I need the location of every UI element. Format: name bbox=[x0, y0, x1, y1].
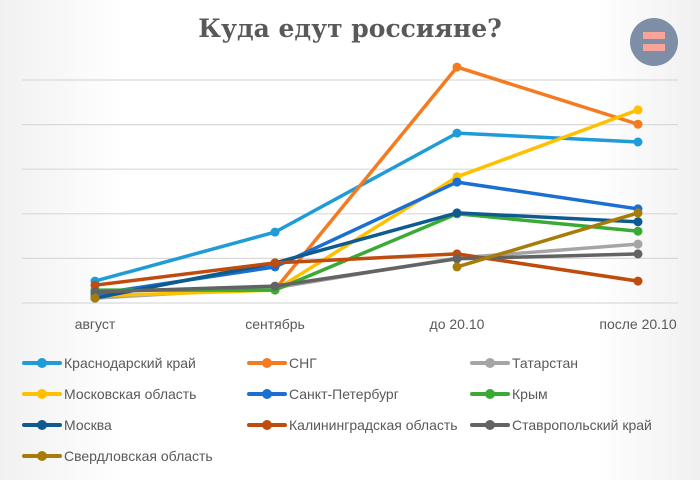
data-point-marker bbox=[270, 227, 280, 237]
x-axis-label: до 20.10 bbox=[429, 316, 485, 332]
data-point-marker bbox=[90, 293, 100, 303]
legend-label: Свердловская область bbox=[64, 448, 213, 464]
series-line bbox=[90, 249, 643, 297]
legend-line-marker-icon bbox=[470, 356, 510, 370]
data-point-marker bbox=[633, 276, 643, 286]
data-point-marker bbox=[270, 281, 280, 291]
data-point-marker bbox=[452, 262, 462, 272]
logo-bar-top bbox=[643, 32, 665, 39]
legend-item: Москва bbox=[22, 415, 112, 435]
legend-label: Крым bbox=[512, 386, 548, 402]
data-point-marker bbox=[452, 62, 462, 72]
logo-bar-bottom bbox=[643, 44, 665, 51]
data-point-marker bbox=[452, 254, 462, 264]
legend-line-marker-icon bbox=[247, 356, 287, 370]
legend-item: Калининградская область bbox=[247, 415, 458, 435]
legend-label: Москва bbox=[64, 417, 112, 433]
legend-item: Ставропольский край bbox=[470, 415, 652, 435]
data-point-marker bbox=[633, 119, 643, 129]
data-point-marker bbox=[90, 287, 100, 297]
legend-line-marker-icon bbox=[22, 449, 62, 463]
legend-line-marker-icon bbox=[22, 418, 62, 432]
data-point-marker bbox=[452, 177, 462, 187]
x-axis-label: август bbox=[74, 316, 116, 332]
legend-item: Московская область bbox=[22, 384, 196, 404]
data-point-marker bbox=[452, 128, 462, 138]
data-point-marker bbox=[633, 105, 643, 115]
legend-label: СНГ bbox=[289, 355, 317, 371]
legend-label: Ставропольский край bbox=[512, 417, 652, 433]
data-point-marker bbox=[270, 258, 280, 268]
data-point-marker bbox=[633, 208, 643, 218]
x-axis-label: после 20.10 bbox=[599, 316, 677, 332]
series-line bbox=[90, 128, 643, 286]
legend-item: Татарстан bbox=[470, 353, 578, 373]
series-line bbox=[90, 208, 643, 303]
legend-item: Свердловская область bbox=[22, 446, 213, 466]
legend-line-marker-icon bbox=[247, 387, 287, 401]
legend-label: Краснодарский край bbox=[64, 355, 196, 371]
legend-line-marker-icon bbox=[22, 387, 62, 401]
legend-label: Татарстан bbox=[512, 355, 579, 371]
legend-label: Калининградская область bbox=[289, 417, 458, 433]
legend-line-marker-icon bbox=[247, 418, 287, 432]
legend-label: Московская область bbox=[64, 386, 197, 402]
legend-line-marker-icon bbox=[470, 418, 510, 432]
data-point-marker bbox=[633, 217, 643, 227]
chart-title: Куда едут россияне? bbox=[198, 14, 502, 43]
data-point-marker bbox=[633, 239, 643, 249]
legend-label: Санкт-Петербург bbox=[289, 386, 399, 402]
data-point-marker bbox=[452, 208, 462, 218]
legend-item: Крым bbox=[470, 384, 548, 404]
legend-line-marker-icon bbox=[22, 356, 62, 370]
legend-item: Санкт-Петербург bbox=[247, 384, 399, 404]
data-point-marker bbox=[90, 280, 100, 290]
legend-item: СНГ bbox=[247, 353, 317, 373]
legend-item: Краснодарский край bbox=[22, 353, 196, 373]
x-axis-label: сентябрь bbox=[245, 316, 305, 332]
equals-logo-icon bbox=[630, 18, 678, 66]
data-point-marker bbox=[633, 137, 643, 147]
legend-line-marker-icon bbox=[470, 387, 510, 401]
data-point-marker bbox=[633, 226, 643, 236]
data-point-marker bbox=[633, 249, 643, 259]
